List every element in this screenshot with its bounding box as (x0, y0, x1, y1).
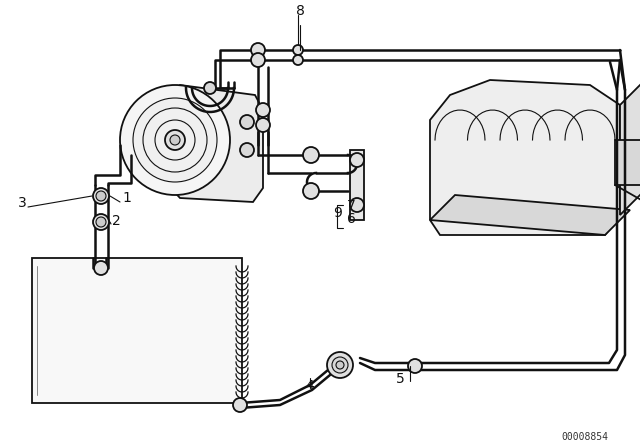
Text: 3: 3 (18, 196, 27, 210)
Circle shape (350, 198, 364, 212)
Circle shape (165, 130, 185, 150)
Circle shape (303, 183, 319, 199)
Polygon shape (167, 85, 263, 202)
Text: 2: 2 (112, 214, 121, 228)
Text: 7: 7 (347, 199, 356, 213)
Circle shape (336, 361, 344, 369)
Text: 4: 4 (306, 379, 314, 393)
Text: 9: 9 (333, 206, 342, 220)
Circle shape (256, 103, 270, 117)
Bar (350, 150, 364, 220)
Circle shape (251, 43, 265, 57)
Text: 5: 5 (396, 372, 404, 386)
Circle shape (408, 359, 422, 373)
Circle shape (251, 53, 265, 67)
Circle shape (240, 143, 254, 157)
Circle shape (327, 352, 353, 378)
Polygon shape (32, 258, 242, 403)
Ellipse shape (133, 98, 217, 182)
Text: 8: 8 (296, 4, 305, 18)
Circle shape (303, 147, 319, 163)
Circle shape (93, 188, 109, 204)
Bar (615, 140, 640, 185)
Circle shape (350, 153, 364, 167)
Circle shape (96, 217, 106, 227)
Circle shape (293, 45, 303, 55)
Text: 1: 1 (122, 191, 131, 205)
Ellipse shape (120, 85, 230, 195)
Text: 6: 6 (347, 212, 356, 226)
Circle shape (94, 261, 108, 275)
Ellipse shape (143, 108, 207, 172)
Ellipse shape (155, 120, 195, 160)
Circle shape (170, 135, 180, 145)
Text: 00008854: 00008854 (561, 432, 609, 442)
Circle shape (240, 115, 254, 129)
Circle shape (332, 357, 348, 373)
Circle shape (293, 55, 303, 65)
Polygon shape (620, 80, 640, 215)
Circle shape (93, 214, 109, 230)
Polygon shape (430, 80, 620, 235)
Circle shape (204, 82, 216, 94)
Circle shape (233, 398, 247, 412)
Circle shape (96, 191, 106, 201)
Circle shape (256, 118, 270, 132)
Polygon shape (430, 195, 630, 235)
